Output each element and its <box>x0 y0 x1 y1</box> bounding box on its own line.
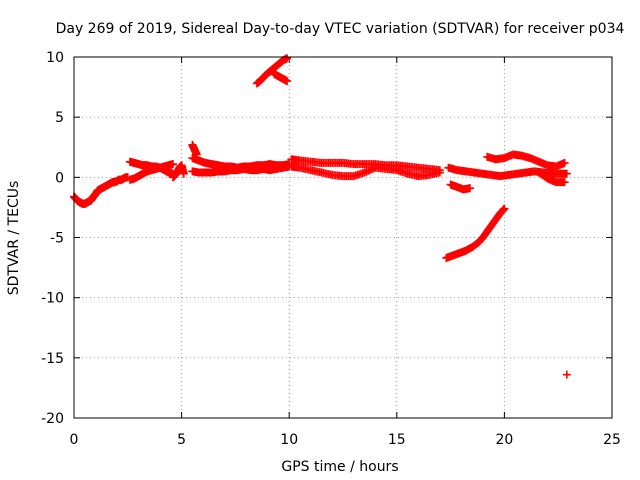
y-tick-label: 10 <box>46 50 64 66</box>
chart-title: Day 269 of 2019, Sidereal Day-to-day VTE… <box>56 21 625 37</box>
data-point <box>283 54 292 63</box>
y-tick-label: 0 <box>55 170 64 186</box>
data-point <box>465 184 474 193</box>
data-point <box>179 169 188 178</box>
series-mid-band-b <box>188 162 294 177</box>
series-high-arc-9h <box>252 54 292 88</box>
x-tick-label: 15 <box>388 432 406 448</box>
data-point <box>435 168 444 177</box>
series-early-band-b <box>125 163 177 184</box>
series-rising-arc-18-20h <box>442 204 509 262</box>
series-short-segment-near-5h <box>168 161 188 182</box>
x-tick-label: 10 <box>280 432 298 448</box>
data-point <box>168 160 177 169</box>
data-point <box>360 168 369 177</box>
data-point <box>362 167 371 176</box>
data-points <box>70 54 571 379</box>
y-tick-label: -15 <box>41 351 64 367</box>
x-axis-label: GPS time / hours <box>281 459 398 475</box>
y-tick-label: -5 <box>50 231 64 247</box>
x-tick-label: 5 <box>177 432 186 448</box>
series-outlier <box>562 370 571 379</box>
x-tick-label: 20 <box>495 432 513 448</box>
data-point <box>562 370 571 379</box>
data-point <box>192 150 201 159</box>
series-post-gap-upper <box>483 150 569 171</box>
data-point <box>365 166 374 175</box>
series-high-arc-9h-lower <box>270 69 292 86</box>
plot-frame <box>73 56 613 419</box>
data-point <box>364 166 373 175</box>
x-tick-label: 0 <box>70 432 79 448</box>
series-post-gap-a <box>444 163 571 181</box>
y-tick-label: -20 <box>41 411 64 427</box>
series-post-gap-lower <box>534 168 569 187</box>
series-dip-18h <box>446 180 474 194</box>
series-early-negative-arc <box>70 173 132 208</box>
data-point <box>562 169 571 178</box>
series-late-band-b <box>287 162 444 181</box>
y-tick-label: -10 <box>41 291 64 307</box>
data-point <box>560 178 569 187</box>
x-tick-label: 25 <box>603 432 621 448</box>
data-point <box>560 158 569 167</box>
tick-labels: 0 5 10 15 20 25 10 5 0 -5 -10 -15 -20 <box>41 50 621 448</box>
series-spike-5-5h <box>188 140 201 159</box>
data-point <box>283 77 292 86</box>
y-axis-label: SDTVAR / TECUs <box>6 181 22 296</box>
data-point <box>367 165 376 174</box>
grid <box>74 57 612 418</box>
y-tick-label: 5 <box>55 110 64 126</box>
data-point <box>500 204 509 213</box>
